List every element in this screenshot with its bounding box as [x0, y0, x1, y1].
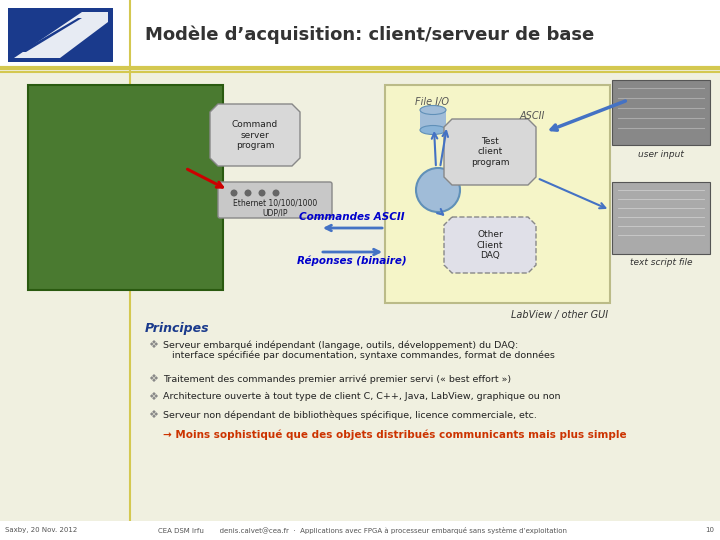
- Polygon shape: [444, 119, 536, 185]
- Circle shape: [258, 190, 266, 197]
- Circle shape: [245, 190, 251, 197]
- Polygon shape: [14, 12, 108, 58]
- Text: Ethernet 10/100/1000
UDP/IP: Ethernet 10/100/1000 UDP/IP: [233, 198, 317, 218]
- Text: text script file: text script file: [630, 258, 692, 267]
- Text: Saxby, 20 Nov. 2012: Saxby, 20 Nov. 2012: [5, 527, 77, 533]
- Text: ❖: ❖: [148, 410, 158, 420]
- Text: 10: 10: [705, 527, 714, 533]
- Text: Test
client
program: Test client program: [471, 137, 509, 167]
- FancyBboxPatch shape: [0, 0, 720, 68]
- Text: user input: user input: [638, 150, 684, 159]
- Text: Command
server
program: Command server program: [232, 120, 278, 150]
- Circle shape: [230, 190, 238, 197]
- Text: → Moins sophistiqué que des objets distribués communicants mais plus simple: → Moins sophistiqué que des objets distr…: [163, 430, 626, 441]
- Text: Commandes ASCII: Commandes ASCII: [300, 212, 405, 222]
- FancyBboxPatch shape: [28, 85, 223, 290]
- Polygon shape: [20, 18, 82, 52]
- Text: Serveur non dépendant de bibliothèques spécifique, licence commerciale, etc.: Serveur non dépendant de bibliothèques s…: [163, 410, 537, 420]
- Text: Modèle d’acquisition: client/serveur de base: Modèle d’acquisition: client/serveur de …: [145, 26, 594, 44]
- Ellipse shape: [420, 125, 446, 134]
- Circle shape: [416, 168, 460, 212]
- FancyBboxPatch shape: [612, 182, 710, 254]
- Text: File I/O: File I/O: [415, 97, 449, 107]
- FancyBboxPatch shape: [612, 80, 710, 145]
- Polygon shape: [444, 217, 536, 273]
- Ellipse shape: [420, 105, 446, 114]
- FancyBboxPatch shape: [8, 8, 113, 62]
- Text: Principes: Principes: [145, 322, 210, 335]
- Text: LabView / other GUI: LabView / other GUI: [511, 310, 608, 320]
- Polygon shape: [210, 104, 300, 166]
- Text: Traitement des commandes premier arrivé premier servi (« best effort »): Traitement des commandes premier arrivé …: [163, 374, 511, 383]
- Text: ❖: ❖: [148, 340, 158, 350]
- Text: CEA DSM Irfu       denis.calvet@cea.fr  ·  Applications avec FPGA à processeur e: CEA DSM Irfu denis.calvet@cea.fr · Appli…: [158, 526, 567, 534]
- Text: Other
Client
DAQ: Other Client DAQ: [477, 230, 503, 260]
- FancyBboxPatch shape: [385, 85, 610, 303]
- Text: Architecture ouverte à tout type de client C, C++, Java, LabView, graphique ou n: Architecture ouverte à tout type de clie…: [163, 392, 560, 401]
- Text: ❖: ❖: [148, 392, 158, 402]
- Text: Réponses (binaire): Réponses (binaire): [297, 256, 407, 267]
- Text: Serveur embarqué indépendant (langage, outils, développement) du DAQ:
   interfa: Serveur embarqué indépendant (langage, o…: [163, 340, 555, 361]
- Text: ❖: ❖: [148, 374, 158, 384]
- Circle shape: [272, 190, 279, 197]
- FancyBboxPatch shape: [420, 110, 446, 130]
- FancyBboxPatch shape: [0, 521, 720, 540]
- FancyBboxPatch shape: [218, 182, 332, 218]
- Text: ASCII: ASCII: [519, 111, 545, 121]
